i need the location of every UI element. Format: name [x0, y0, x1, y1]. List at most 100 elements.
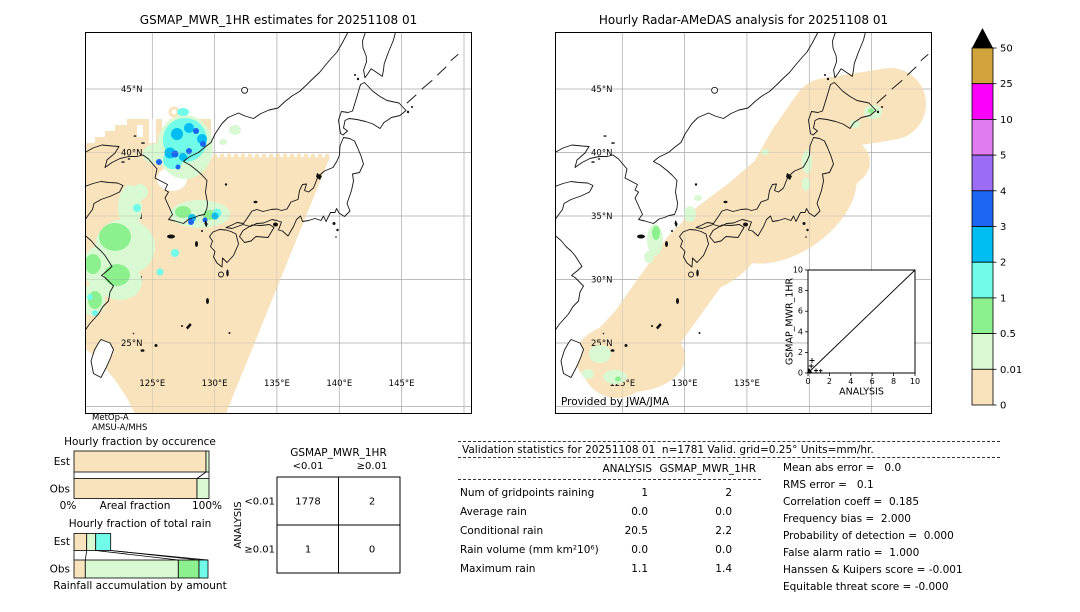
inset-x-tick: 2: [827, 377, 832, 386]
lon-label: 130°E: [672, 379, 698, 389]
lon-label: 145°E: [389, 379, 415, 389]
inset-x-tick: 0: [805, 377, 810, 386]
score-line: Mean abs error = 0.0: [783, 462, 902, 474]
row-label-obs: Obs: [50, 564, 70, 576]
svg-text:4: 4: [1000, 186, 1006, 197]
x-min-label: 0%: [60, 500, 77, 512]
scatter-inset: 0 2 4 6 8 10 0 2 4 6 8 10 ANALYSIS GSMAP…: [785, 266, 921, 398]
contingency-cells: 1778 2 1 0: [295, 497, 375, 556]
stats-value-gsmap: 0.0: [715, 544, 732, 556]
inset-x-tick: 10: [910, 377, 920, 386]
svg-text:0.01: 0.01: [1000, 365, 1022, 376]
score-line: Hanssen & Kuipers score = -0.001: [783, 564, 963, 576]
colorbar-overflow-triangle: [972, 28, 993, 48]
contingency-table: GSMAP_MWR_1HR <0.01 ≥0.01 ANALYSIS <0.01…: [233, 447, 401, 574]
lat-label: 45°N: [121, 85, 142, 95]
dashed-rule: [458, 457, 1000, 458]
svg-text:25: 25: [1000, 79, 1013, 90]
contingency-row-title: ANALYSIS: [233, 501, 244, 548]
cell-value: 0: [369, 545, 375, 556]
svg-text:10: 10: [1000, 115, 1013, 126]
inset-x-tick: 4: [848, 377, 853, 386]
inset-ylabel: GSMAP_MWR_1HR: [785, 277, 796, 365]
right-map: 45°N 40°N 35°N 30°N 25°N 125°E 130°E 135…: [555, 32, 932, 414]
cell-value: 1778: [295, 497, 320, 508]
stats-value-gsmap: 2: [725, 487, 732, 499]
svg-text:1: 1: [1000, 293, 1006, 304]
dashed-rule: [458, 478, 761, 480]
row-label: ≥0.01: [244, 545, 275, 556]
lon-label: 130°E: [202, 379, 228, 389]
stats-row-label: Average rain: [460, 506, 527, 518]
row-label-obs: Obs: [50, 484, 70, 496]
stats-value-gsmap: 0.0: [715, 506, 732, 518]
lon-label: 140°E: [326, 379, 352, 389]
cell-value: 1: [305, 545, 311, 556]
occurrence-title: Hourly fraction by occurence: [64, 436, 216, 448]
stats-row-label: Conditional rain: [460, 525, 544, 537]
occurrence-axis: 0% Areal fraction 100%: [60, 500, 222, 512]
occurrence-bars: [73, 450, 210, 499]
colorbar: 50 25 10 5 4 3 2 1 0.5 0.01 0: [971, 28, 1022, 411]
inset-y-tick: 4: [798, 327, 803, 336]
lat-label: 40°N: [121, 149, 142, 159]
x-axis-label: Areal fraction: [100, 500, 171, 512]
cell-value: 2: [369, 497, 375, 508]
inset-y-tick: 10: [793, 266, 803, 275]
totalrain-xlabel: Rainfall accumulation by amount: [53, 580, 226, 592]
score-line: RMS error = 0.1: [783, 479, 874, 491]
inset-x-tick: 8: [891, 377, 896, 386]
totalrain-title: Hourly fraction of total rain: [69, 518, 212, 530]
gridlines-over: [85, 32, 472, 414]
lat-label: 30°N: [591, 276, 612, 286]
totalrain-bars: [73, 533, 209, 579]
stats-value-gsmap: 2.2: [715, 525, 732, 537]
lon-label: 125°E: [139, 379, 165, 389]
stats-row-label: Maximum rain: [460, 563, 536, 575]
inset-xlabel: ANALYSIS: [839, 387, 884, 398]
lon-label: 125°E: [609, 379, 635, 389]
lon-label: 135°E: [264, 379, 290, 389]
stats-value-analysis: 0.0: [631, 506, 648, 518]
row-label-est: Est: [54, 536, 70, 548]
right-map-axis-labels: 45°N 40°N 35°N 30°N 25°N 125°E 130°E 135…: [591, 85, 760, 389]
source-line-2: AMSU-A/MHS: [92, 422, 148, 433]
lat-label: 25°N: [591, 339, 612, 349]
svg-text:0: 0: [1000, 401, 1006, 411]
right-map-title: Hourly Radar-AMeDAS analysis for 2025110…: [598, 13, 889, 27]
stats-col-header-analysis: ANALYSIS: [602, 463, 652, 475]
lat-label: 40°N: [591, 149, 612, 159]
inset-points: [807, 358, 823, 373]
lat-label: 25°N: [121, 339, 142, 349]
score-line: Correlation coeff = 0.185: [783, 496, 919, 508]
row-label: <0.01: [244, 497, 275, 508]
row-label-est: Est: [54, 456, 70, 468]
lon-label: 135°E: [734, 379, 760, 389]
lat-label: 35°N: [591, 212, 612, 222]
svg-text:0.5: 0.5: [1000, 329, 1016, 340]
col-label: <0.01: [293, 461, 324, 472]
score-line: Probability of detection = 0.000: [783, 530, 954, 542]
col-label: ≥0.01: [357, 461, 388, 472]
contingency-grid: [276, 476, 401, 574]
colorbar-ticks: [993, 47, 997, 406]
inset-y-tick: 0: [798, 369, 803, 378]
fraction-charts: Hourly fraction by occurence Est Obs 0% …: [50, 436, 227, 592]
score-line: Frequency bias = 2.000: [783, 513, 911, 525]
stats-row-label: Num of gridpoints raining: [460, 487, 595, 499]
svg-text:2: 2: [1000, 258, 1006, 269]
stats-col-header-gsmap: GSMAP_MWR_1HR: [659, 463, 756, 475]
stats-value-analysis: 1.1: [631, 563, 648, 575]
credit-label: Provided by JWA/JMA: [561, 396, 670, 408]
source-line-1: MetOp-A: [92, 413, 129, 423]
map-border: [85, 32, 472, 414]
inset-x-tick: 6: [870, 377, 875, 386]
lat-label: 45°N: [591, 85, 612, 95]
inset-y-tick: 2: [798, 348, 803, 357]
score-line: False alarm ratio = 1.000: [783, 547, 920, 559]
colorbar-labels: 50 25 10 5 4 3 2 1 0.5 0.01 0: [1000, 44, 1022, 411]
x-max-label: 100%: [192, 500, 222, 512]
map-border: [555, 32, 932, 414]
dashed-rule: [458, 441, 1000, 442]
